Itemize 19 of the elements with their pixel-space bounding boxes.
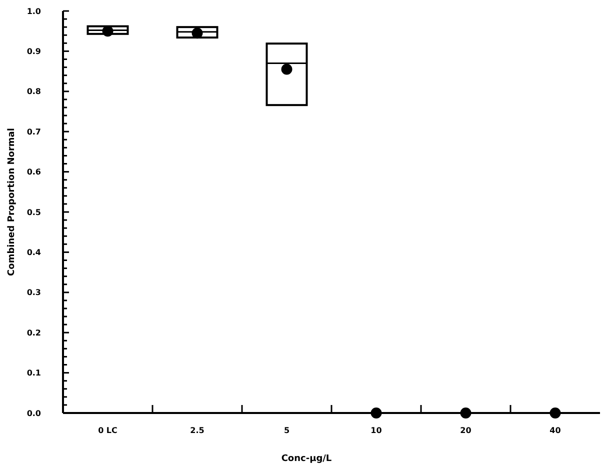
y-tick-label: 1.0 [26, 6, 42, 16]
text: 0.0 [26, 408, 41, 418]
y-tick-label: 0.8 [26, 87, 42, 96]
x-tick-label: 5 [284, 426, 290, 435]
y-tick-label: 0.9 [26, 47, 42, 56]
y-tick-label: 0.3 [26, 288, 41, 298]
y-tick-label: 0.1 [26, 368, 42, 378]
y-tick-label: 0.7 [26, 127, 41, 136]
y-tick-label: 0.2 [26, 328, 41, 338]
y-tick-label: 0.4 [26, 248, 42, 257]
x-tick-label: 40 [550, 426, 562, 435]
x-axis-title: Conc-µg/L [281, 454, 332, 464]
x-tick-label: 0 LC [98, 426, 118, 435]
x-tick-label: 2.5 [190, 426, 205, 435]
y-axis-title: Combined Proportion Normal [7, 128, 17, 276]
y-tick-label: 0.5 [26, 208, 42, 217]
x-tick-label: 10 [370, 426, 382, 435]
y-tick-label: 0.6 [26, 168, 42, 177]
x-tick-label: 20 [460, 426, 472, 435]
